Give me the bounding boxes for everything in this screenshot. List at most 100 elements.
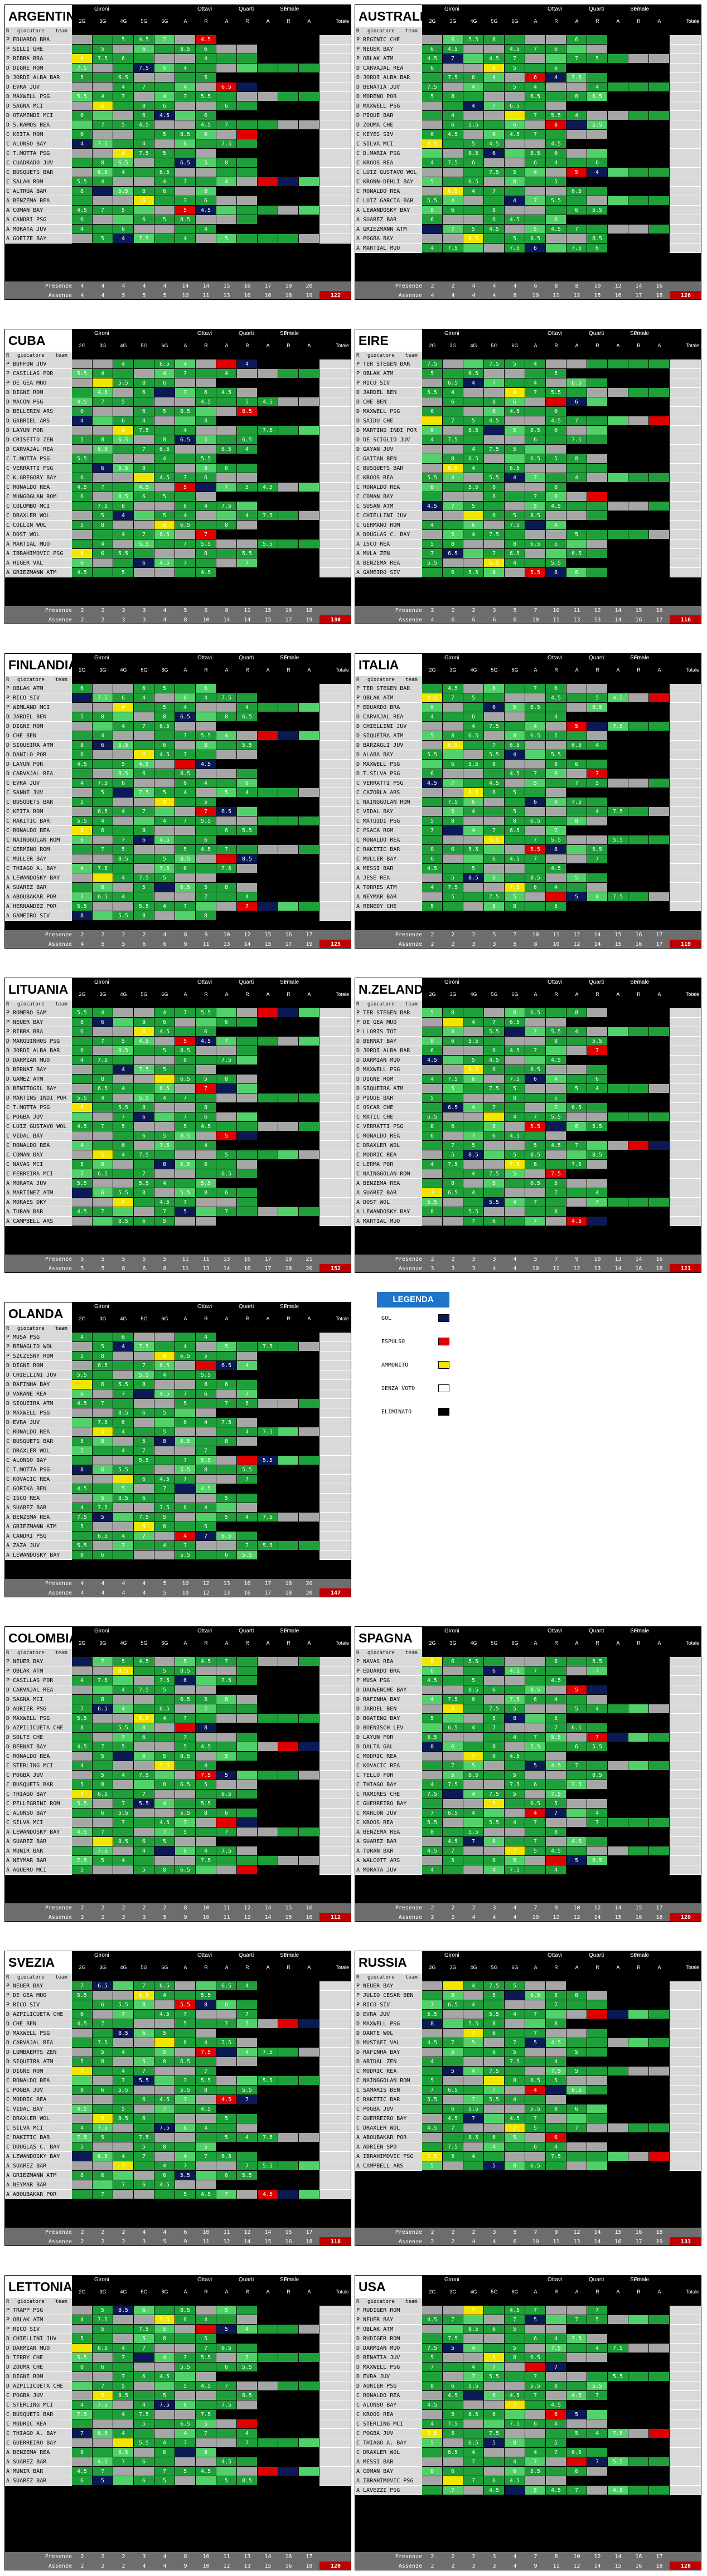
player-info: C THIAGO A. BAY (5, 864, 72, 873)
score-cell: 5.5 (237, 741, 258, 750)
player-row: C BUSQUETS BAR 5 8 8 6.5 5 (5, 1780, 351, 1790)
matchday-label: 2G (429, 1640, 436, 1646)
score-cell (154, 1657, 175, 1666)
player-row: D ABIDAL ZEN 4 7.5 4 (355, 2057, 701, 2067)
player-row: C NAINGGOLAN ROM 7.5 6 6 4 7.5 (355, 798, 701, 807)
score-cell (278, 454, 299, 464)
player-info: C SILVA MCI (5, 1818, 72, 1827)
score-cell (278, 502, 299, 511)
score-cell (587, 712, 608, 722)
score-cell (216, 1093, 237, 1103)
score-cell (196, 1676, 216, 1685)
score-cell (422, 1761, 443, 1771)
score-cell: 6.5 (154, 168, 175, 177)
score-cell: 8.5 (463, 1685, 484, 1695)
score-cell (608, 1169, 628, 1179)
score-cell (587, 864, 608, 873)
score-cell (628, 779, 649, 788)
player-total (319, 1827, 351, 1837)
score-cell (443, 1046, 463, 1056)
score-cell: 7.5 (505, 1160, 525, 1169)
footer-count: 17 (285, 941, 292, 947)
score-cell: 7 (175, 2095, 196, 2104)
score-cell (299, 1037, 319, 1046)
matchday-label: R (287, 1640, 290, 1646)
score-cell (443, 1827, 463, 1837)
player-total (319, 101, 351, 111)
score-cell (484, 693, 505, 703)
player-total (670, 1733, 701, 1742)
score-cell (237, 388, 258, 397)
score-cell: 8 (154, 2057, 175, 2067)
score-cell (154, 73, 175, 82)
score-cell (649, 101, 670, 111)
score-cell: 5 (175, 1657, 196, 1666)
player-row: D DIGNE ROM 7.5 7.5 5 4 (5, 64, 351, 73)
score-cell (299, 1827, 319, 1837)
player-row: D MAXWELL PSG 5.5 4 7 4 7 5.5 (5, 92, 351, 101)
score-cell: 4.5 (484, 139, 505, 149)
score-cell (278, 693, 299, 703)
score-cell (463, 64, 484, 73)
score-cell (443, 1131, 463, 1141)
footer-count: 17 (285, 617, 292, 623)
footer-label: Presenze (45, 2229, 72, 2235)
player-total (319, 2029, 351, 2038)
score-cell: 8.5 (587, 234, 608, 244)
score-cell: 4.5 (546, 1056, 566, 1065)
score-cell (134, 1122, 154, 1131)
score-cell (258, 741, 278, 750)
score-cell: 5.5 (72, 92, 93, 101)
player-info: C KROOS REA (355, 158, 422, 168)
score-cell (93, 1333, 113, 1342)
score-cell: 7.5 (216, 502, 237, 511)
score-cell (587, 1207, 608, 1217)
score-cell (278, 703, 299, 712)
score-cell (649, 1733, 670, 1742)
score-cell (258, 2038, 278, 2048)
player-info: A LEWANDOSKY BAY (355, 206, 422, 215)
score-cell (258, 1065, 278, 1075)
score-cell: 6.5 (154, 1361, 175, 1370)
score-cell (525, 177, 546, 187)
player-info: D SIQUEIRA ATM (5, 2057, 72, 2067)
score-cell (299, 1008, 319, 1018)
player-info: P BUFFON JUV (5, 359, 72, 369)
score-cell (237, 149, 258, 158)
score-cell: 6.5 (216, 2152, 237, 2161)
score-cell: 4 (463, 464, 484, 473)
score-cell (299, 788, 319, 798)
score-cell: 7 (93, 2190, 113, 2199)
score-cell: 6 (175, 2123, 196, 2133)
score-cell: 5.5 (546, 1027, 566, 1037)
score-cell: 6.5 (505, 464, 525, 473)
score-cell: 4 (93, 177, 113, 187)
round-label: Quarti (589, 1952, 604, 1958)
score-cell: 5.5 (463, 1037, 484, 1046)
footer-count: 4 (472, 293, 476, 299)
footer-count: 12 (573, 293, 580, 299)
score-cell: 8 (154, 1522, 175, 1532)
score-cell (278, 407, 299, 416)
player-row: C RONALDO REA 6.5 4 7 6.5 (355, 187, 701, 196)
score-cell (93, 911, 113, 921)
footer-count: 13 (202, 1266, 210, 1272)
matchday-label: R (595, 667, 599, 673)
score-cell: 4 (113, 1427, 134, 1437)
score-cell (608, 1799, 628, 1809)
player-row: P CASILLAS POR 5.5 4 4 7 4 (5, 369, 351, 378)
score-cell: 6 (93, 2171, 113, 2180)
player-info: D BARZAGLI JUV (355, 741, 422, 750)
footer-count: 16 (244, 1266, 251, 1272)
player-info: P NAVAS REA (355, 1657, 422, 1666)
player-total (319, 521, 351, 530)
score-cell: 6 (216, 464, 237, 473)
score-cell: 5 (566, 1704, 587, 1714)
score-cell: 5 (196, 1160, 216, 1169)
score-cell (608, 64, 628, 73)
player-info: A MORATA JUV (5, 1179, 72, 1188)
player-total (319, 1399, 351, 1408)
score-cell (566, 1666, 587, 1676)
score-cell: 8 (422, 2019, 443, 2029)
score-cell: 6 (196, 130, 216, 139)
